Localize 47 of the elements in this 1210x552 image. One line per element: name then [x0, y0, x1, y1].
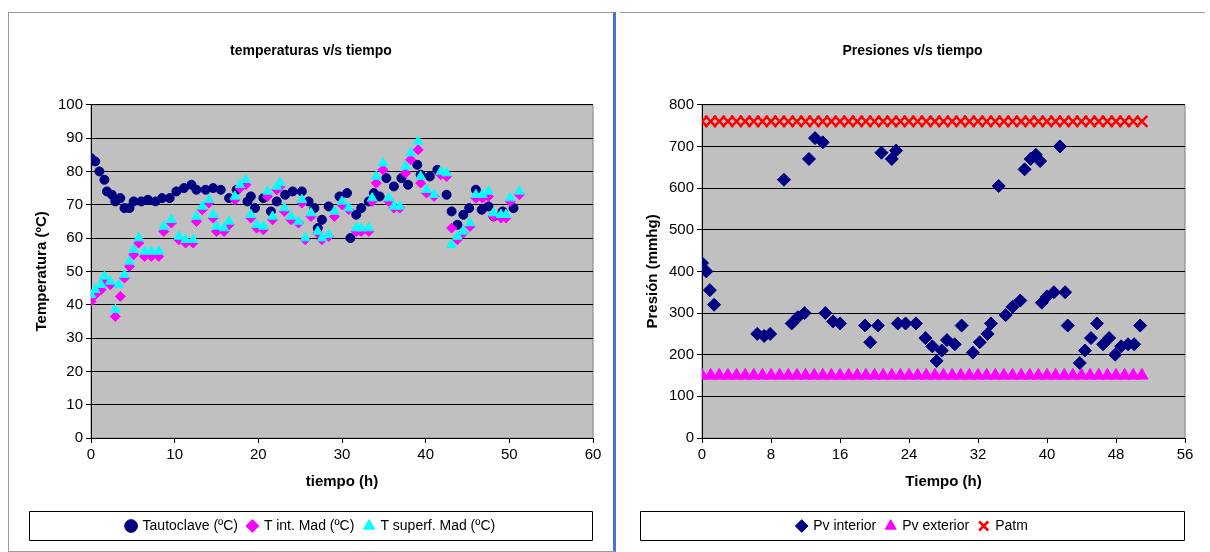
x-tick-label: 60 [584, 445, 602, 463]
y-tick-label: 800 [669, 94, 695, 112]
x-tick-label: 30 [333, 445, 351, 463]
y-tick-label: 20 [66, 361, 84, 379]
x-tick-label: 40 [417, 445, 435, 463]
y-tick-label: 400 [669, 261, 695, 279]
legend-label: Tautoclave (ºC) [142, 516, 238, 533]
x-tick-label: 24 [900, 445, 918, 463]
legend-label: T superf. Mad (ºC) [380, 516, 496, 533]
y-tick-label: 700 [669, 136, 695, 154]
x-axis-title: Tiempo (h) [905, 472, 982, 490]
x-tick-label: 8 [766, 445, 776, 463]
y-axis-title: Presión (mmhg) [643, 214, 661, 329]
x-tick-label: 32 [969, 445, 987, 463]
legend-label: T int. Mad (ºC) [263, 516, 355, 533]
legend-label: Patm [995, 516, 1028, 533]
y-tick-label: 80 [66, 161, 84, 179]
x-tick-label: 0 [697, 445, 707, 463]
y-tick-label: 40 [66, 294, 84, 312]
chart-title: temperaturas v/s tiempo [230, 42, 392, 59]
y-tick-label: 30 [66, 328, 84, 346]
x-tick-label: 20 [250, 445, 267, 463]
chart-title: Presiones v/s tiempo [842, 42, 983, 59]
y-tick-label: 10 [66, 394, 84, 412]
y-tick-label: 100 [669, 386, 695, 404]
y-tick-label: 90 [66, 128, 84, 146]
y-tick-label: 100 [58, 94, 84, 112]
y-tick-label: 200 [669, 344, 695, 362]
y-tick-label: 0 [685, 428, 695, 446]
x-tick-label: 40 [1038, 445, 1056, 463]
y-tick-label: 500 [669, 219, 695, 237]
y-tick-label: 70 [66, 194, 84, 212]
legend-label: Pv interior [813, 516, 877, 533]
x-tick-label: 16 [831, 445, 849, 463]
y-axis-title: Temperatura (ºC) [32, 211, 50, 332]
x-tick-label: 48 [1107, 445, 1125, 463]
x-tick-label: 50 [500, 445, 518, 463]
y-tick-label: 600 [669, 178, 695, 196]
x-axis-title: tiempo (h) [305, 472, 379, 490]
y-tick-label: 300 [669, 303, 695, 321]
y-tick-label: 50 [66, 261, 84, 279]
x-tick-label: 56 [1176, 445, 1194, 463]
x-tick-label: 0 [86, 445, 96, 463]
legend-label: Pv exterior [902, 516, 970, 533]
y-tick-label: 60 [66, 228, 84, 246]
x-tick-label: 10 [166, 445, 184, 463]
y-tick-label: 0 [74, 428, 84, 446]
